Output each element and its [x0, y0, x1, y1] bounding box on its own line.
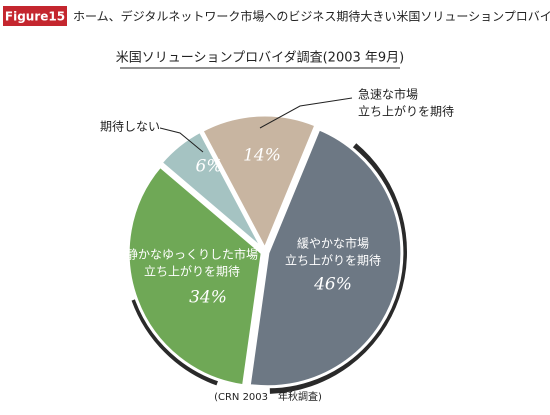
slice-label: 期待しない [100, 120, 160, 134]
slice-percent: 14% [243, 146, 281, 166]
slice-label: 立ち上がりを期待 [358, 104, 454, 119]
slice-label: 立ち上がりを期待 [144, 264, 240, 279]
figure-badge-bg [3, 6, 67, 26]
slice-label: 緩やかな市場 [297, 236, 369, 251]
pie-slice [126, 164, 264, 388]
slice-label: 静かなゆっくりした市場 [126, 247, 258, 262]
pie-slice [247, 126, 404, 389]
pie-slice [158, 129, 265, 251]
chart-title: 米国ソリューションプロバイダ調査(2003 年9月) [116, 51, 404, 66]
leader-line [159, 127, 204, 153]
slice-label: 急速な市場 [358, 87, 418, 102]
slice-percent: 46% [313, 275, 352, 295]
pie: 14%急速な市場立ち上がりを期待46%緩やかな市場立ち上がりを期待34%静かなゆ… [100, 87, 454, 394]
figure-badge: Figure15 [5, 10, 65, 24]
page-title: ホーム、デジタルネットワーク市場へのビジネス期待大きい米国ソリューションプロバイ… [73, 9, 550, 24]
pie-rim [131, 298, 219, 386]
slice-label: 立ち上がりを期待 [285, 253, 381, 268]
pie-slice [199, 113, 318, 253]
leader-line [259, 97, 353, 129]
pie-rim [269, 143, 407, 394]
slice-percent: 34% [189, 288, 227, 308]
slice-percent: 6% [196, 157, 223, 177]
source-note: (CRN 2003 年秋調査) [214, 390, 322, 403]
